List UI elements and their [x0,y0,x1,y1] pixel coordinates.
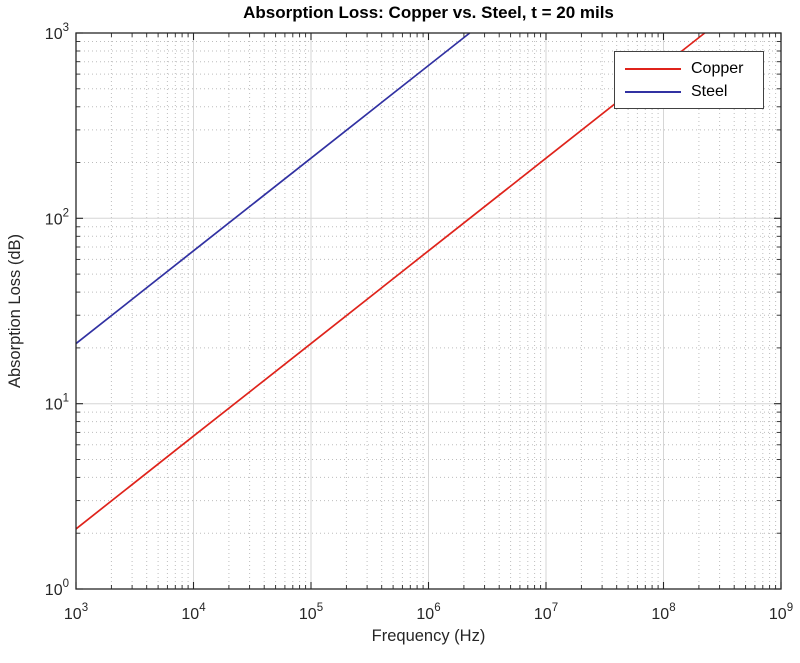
axes-layer [75,32,782,590]
copper-line-swatch [625,67,681,70]
svg-text:102: 102 [45,207,69,228]
svg-text:100: 100 [45,578,69,599]
svg-text:104: 104 [181,602,206,623]
svg-text:109: 109 [769,602,793,623]
svg-text:108: 108 [651,602,675,623]
ticklabel-layer: 103 104 105 106 107 108 109 100 101 102 103 [45,22,793,623]
grid-layer [76,33,781,589]
legend-entry-copper: Copper [615,57,763,80]
series-layer [75,32,706,530]
svg-text:106: 106 [416,602,440,623]
svg-text:103: 103 [64,602,88,623]
legend-entry-steel: Steel [615,80,763,103]
svg-text:101: 101 [45,393,69,414]
chart-title: Absorption Loss: Copper vs. Steel, t = 2… [243,3,614,22]
svg-text:107: 107 [534,602,558,623]
x-axis-label: Frequency (Hz) [371,627,486,645]
legend: Copper Steel [614,51,764,109]
legend-label-copper: Copper [691,59,744,77]
y-axis-label: Absorption Loss (dB) [6,234,24,388]
legend-label-steel: Steel [691,82,728,100]
svg-text:103: 103 [45,22,69,43]
svg-text:105: 105 [299,602,323,623]
steel-line-swatch [625,90,681,93]
